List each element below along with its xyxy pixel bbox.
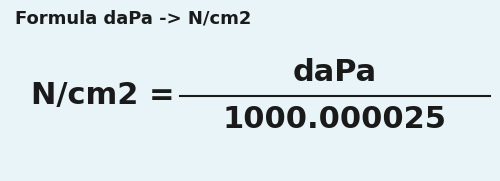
- Text: 1000.000025: 1000.000025: [223, 105, 447, 134]
- Text: Formula daPa -> N/cm2: Formula daPa -> N/cm2: [15, 9, 252, 27]
- Text: N/cm2 =: N/cm2 =: [32, 81, 175, 110]
- Text: daPa: daPa: [293, 58, 377, 87]
